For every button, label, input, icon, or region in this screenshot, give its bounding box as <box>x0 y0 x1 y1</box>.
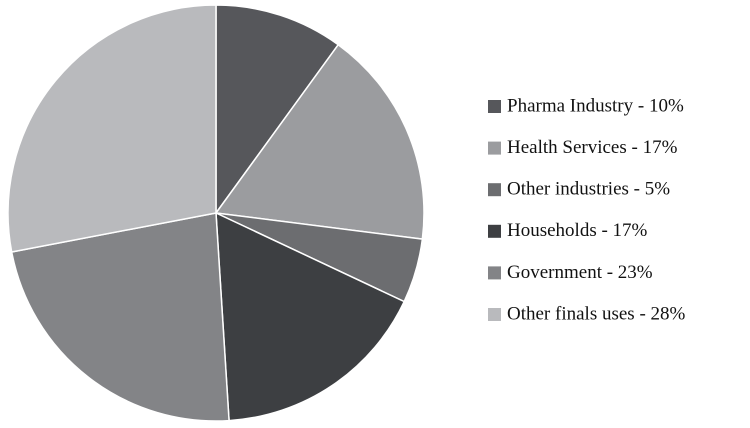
legend-label: Government - 23% <box>507 262 653 283</box>
legend-label: Pharma Industry - 10% <box>507 95 684 116</box>
legend-swatch <box>488 308 501 321</box>
legend-label: Households - 17% <box>507 220 648 241</box>
legend-label: Health Services - 17% <box>507 137 678 158</box>
legend-swatch <box>488 183 501 197</box>
pie-slice <box>215 211 406 422</box>
legend-label: Other finals uses - 28% <box>507 303 686 324</box>
pie-slice <box>7 4 217 253</box>
pie-slice <box>10 212 230 422</box>
legend-swatch <box>488 224 501 238</box>
pie-slice <box>214 43 425 240</box>
legend-swatch <box>488 141 501 155</box>
legend-swatch <box>488 266 501 280</box>
legend-label: Other industries - 5% <box>507 179 670 200</box>
legend-swatch <box>488 100 501 113</box>
pie-slice <box>215 4 340 216</box>
